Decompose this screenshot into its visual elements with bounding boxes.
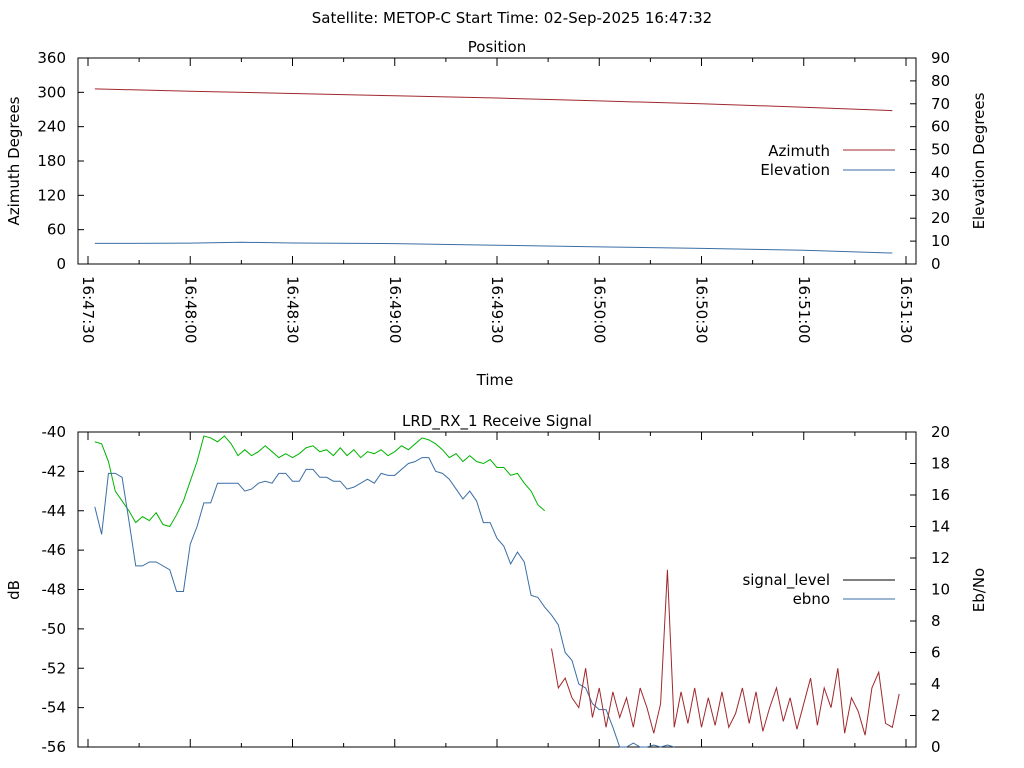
- db-axis-label: dB: [5, 580, 23, 600]
- azimuth-series-line: [94, 88, 893, 112]
- signal-time-axis: [87, 432, 907, 747]
- elevation-tick-label: 20: [931, 209, 950, 227]
- elevation-series-line: [94, 241, 893, 254]
- signal-title: LRD_RX_1 Receive Signal: [402, 412, 592, 431]
- ebno-tick-label: 2: [931, 707, 941, 725]
- ebno-tick-label: 18: [931, 455, 950, 473]
- elevation-tick-label: 30: [931, 186, 950, 204]
- time-tick-label: 16:48:30: [284, 276, 302, 343]
- position-series: [94, 88, 893, 254]
- time-tick-label: 16:50:00: [590, 276, 608, 343]
- db-axis: -40 -42 -44 -46 -48 -50 -52 -54 -56: [42, 423, 84, 756]
- ebno-tick-label: 6: [931, 644, 941, 662]
- elevation-tick-label: 60: [931, 118, 950, 136]
- ebno-axis: 0 2 4 6 8 10 12 14 16 18 20: [910, 423, 950, 756]
- db-tick-label: -40: [42, 423, 67, 441]
- azimuth-tick-label: 0: [56, 255, 66, 273]
- position-legend: Azimuth Elevation: [760, 142, 895, 179]
- position-title: Position: [468, 38, 526, 56]
- azimuth-tick-label: 300: [37, 83, 66, 101]
- ebno-tick-label: 4: [931, 675, 941, 693]
- db-tick-label: -42: [42, 462, 67, 480]
- elevation-tick-label: 90: [931, 49, 950, 67]
- elevation-axis-label: Elevation Degrees: [970, 92, 988, 229]
- time-tick-label: 16:51:00: [795, 276, 813, 343]
- ebno-series-line: [94, 457, 675, 748]
- db-tick-label: -48: [42, 581, 67, 599]
- signal-legend: signal_level ebno: [742, 571, 895, 608]
- legend-azimuth-label: Azimuth: [768, 142, 830, 160]
- db-tick-label: -56: [42, 738, 67, 756]
- azimuth-tick-label: 120: [37, 186, 66, 204]
- azimuth-tick-label: 240: [37, 118, 66, 136]
- time-tick-label: 16:49:00: [386, 276, 404, 343]
- azimuth-axis-label: Azimuth Degrees: [5, 96, 23, 225]
- ebno-tick-label: 12: [931, 549, 950, 567]
- figure-title: Satellite: METOP-C Start Time: 02-Sep-20…: [312, 9, 712, 27]
- elevation-tick-label: 50: [931, 141, 950, 159]
- green-series-line: [94, 435, 546, 528]
- elevation-tick-label: 80: [931, 72, 950, 90]
- signal-chart: LRD_RX_1 Receive Signal -40-42-44-46-48-…: [5, 412, 988, 756]
- elevation-tick-label: 0: [931, 255, 941, 273]
- signal-series: [94, 435, 900, 748]
- time-tick-label: 16:51:30: [897, 276, 915, 343]
- time-axis: 16:47:30 16:48:00 16:48:30 16:49:00 16:49:30…: [79, 58, 915, 343]
- db-tick-label: -50: [42, 620, 67, 638]
- db-tick-label: -54: [42, 699, 67, 717]
- elevation-axis: 0 10 20 30 40 50 60 70 80 90: [910, 49, 950, 273]
- legend-elevation-label: Elevation: [760, 161, 830, 179]
- ebno-tick-label: 8: [931, 612, 941, 630]
- elevation-tick-label: 70: [931, 95, 950, 113]
- ebno-tick-label: 10: [931, 581, 950, 599]
- azimuth-tick-label: 360: [37, 49, 66, 67]
- position-chart: Position 0 60 120 180 240 300 360 0 10 20 30 40 50 6…: [5, 38, 988, 389]
- azimuth-axis: 0 60 120 180 240 300 360: [37, 49, 84, 273]
- db-tick-label: -52: [42, 659, 67, 677]
- ebno-tick-label: 14: [931, 518, 950, 536]
- elevation-tick-label: 10: [931, 232, 950, 250]
- time-tick-label: 16:47:30: [79, 276, 97, 343]
- time-tick-label: 16:50:30: [693, 276, 711, 343]
- db-tick-label: -44: [42, 502, 67, 520]
- legend-signal-level-label: signal_level: [742, 571, 830, 590]
- time-tick-label: 16:48:00: [181, 276, 199, 343]
- ebno-tick-label: 0: [931, 738, 941, 756]
- azimuth-tick-label: 180: [37, 152, 66, 170]
- legend-ebno-label: ebno: [793, 590, 830, 608]
- time-axis-label: Time: [476, 371, 514, 389]
- elevation-tick-label: 40: [931, 163, 950, 181]
- azimuth-tick-label: 60: [47, 221, 66, 239]
- time-tick-label: 16:49:30: [488, 276, 506, 343]
- signal-level-series-line: [551, 569, 900, 736]
- ebno-axis-label: Eb/No: [970, 568, 988, 612]
- ebno-tick-label: 20: [931, 423, 950, 441]
- ebno-tick-label: 16: [931, 486, 950, 504]
- db-tick-label: -46: [42, 541, 67, 559]
